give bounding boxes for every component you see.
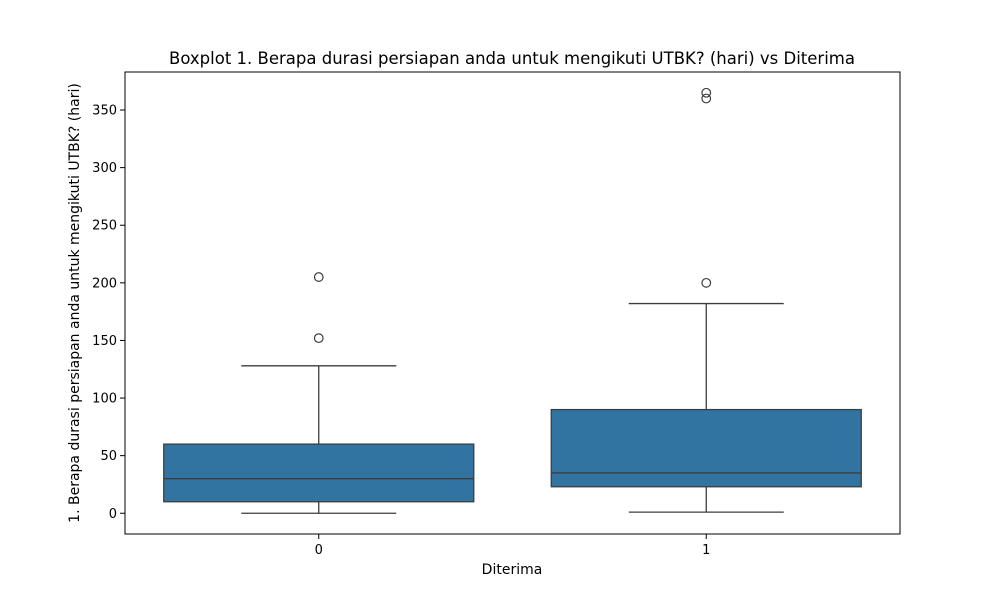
outlier-point bbox=[701, 93, 712, 104]
y-tick-label: 200 bbox=[92, 276, 117, 291]
x-axis-label: Diterima bbox=[482, 562, 543, 578]
y-tick-label: 350 bbox=[92, 104, 117, 119]
y-tick-label: 150 bbox=[92, 334, 117, 349]
y-tick-label: 250 bbox=[92, 219, 117, 234]
y-tick-label: 100 bbox=[92, 392, 117, 407]
y-tick-label: 0 bbox=[109, 507, 117, 522]
y-axis-label: 1. Berapa durasi persiapan anda untuk me… bbox=[67, 83, 83, 523]
outlier-point bbox=[313, 333, 324, 344]
outlier-point bbox=[701, 87, 712, 98]
y-tick-label: 50 bbox=[100, 449, 117, 464]
y-tick-label: 300 bbox=[92, 161, 117, 176]
outlier-point bbox=[701, 277, 712, 288]
x-tick-label: 0 bbox=[315, 543, 323, 558]
plot-area: 0 50 100 150 200 250 300 350 0 1 bbox=[92, 71, 901, 558]
outlier-point bbox=[313, 272, 324, 282]
box-1 bbox=[550, 408, 862, 488]
box-0 bbox=[163, 443, 475, 503]
x-tick-label: 1 bbox=[702, 543, 710, 558]
plot-frame bbox=[124, 71, 901, 535]
chart-title: Boxplot 1. Berapa durasi persiapan anda … bbox=[169, 49, 855, 68]
